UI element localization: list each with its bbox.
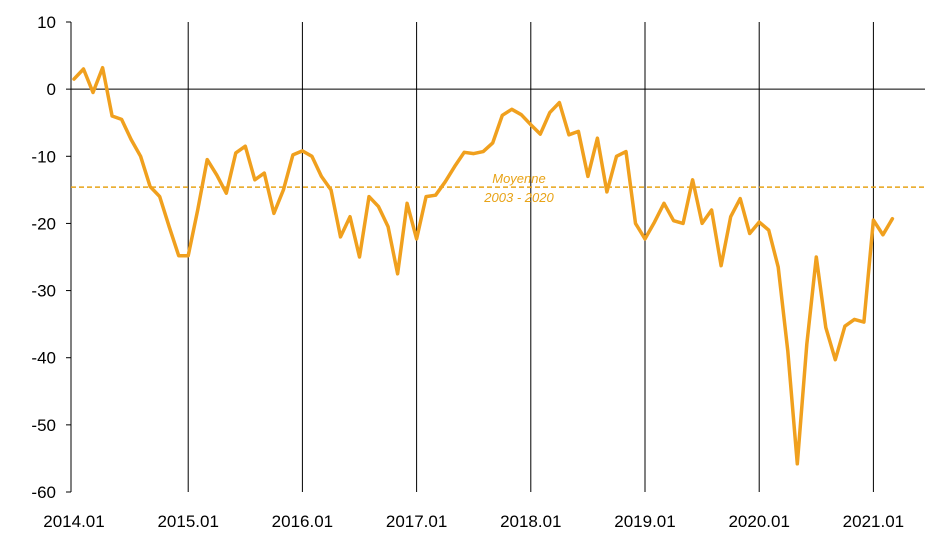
series-line: [72, 65, 895, 466]
y-tick-label: -10: [31, 147, 56, 166]
y-tick-label: -40: [31, 349, 56, 368]
x-tick-label: 2015.01: [157, 512, 218, 531]
axes: [66, 21, 925, 493]
vertical-gridlines: [187, 22, 874, 492]
y-tick-label: -30: [31, 282, 56, 301]
y-tick-label: -50: [31, 416, 56, 435]
y-tick-label: 0: [47, 80, 56, 99]
y-tick-labels: 10 0 -10 -20 -30 -40 -50 -60: [31, 13, 56, 502]
x-tick-label: 2016.01: [272, 512, 333, 531]
y-tick-label: -20: [31, 214, 56, 233]
x-tick-label: 2014.01: [43, 512, 104, 531]
x-tick-label: 2019.01: [614, 512, 675, 531]
average-reference: Moyenne 2003 - 2020: [71, 171, 925, 205]
average-label-line1: Moyenne: [492, 171, 545, 186]
y-tick-label: 10: [37, 13, 56, 32]
y-tick-label: -60: [31, 483, 56, 502]
x-tick-labels: 2014.01 2015.01 2016.01 2017.01 2018.01 2019.…: [43, 512, 904, 531]
series-layer: [72, 65, 895, 466]
average-label-line2: 2003 - 2020: [483, 190, 554, 205]
x-tick-label: 2017.01: [386, 512, 447, 531]
x-tick-label: 2020.01: [728, 512, 789, 531]
x-tick-label: 2018.01: [500, 512, 561, 531]
x-tick-label: 2021.01: [843, 512, 904, 531]
